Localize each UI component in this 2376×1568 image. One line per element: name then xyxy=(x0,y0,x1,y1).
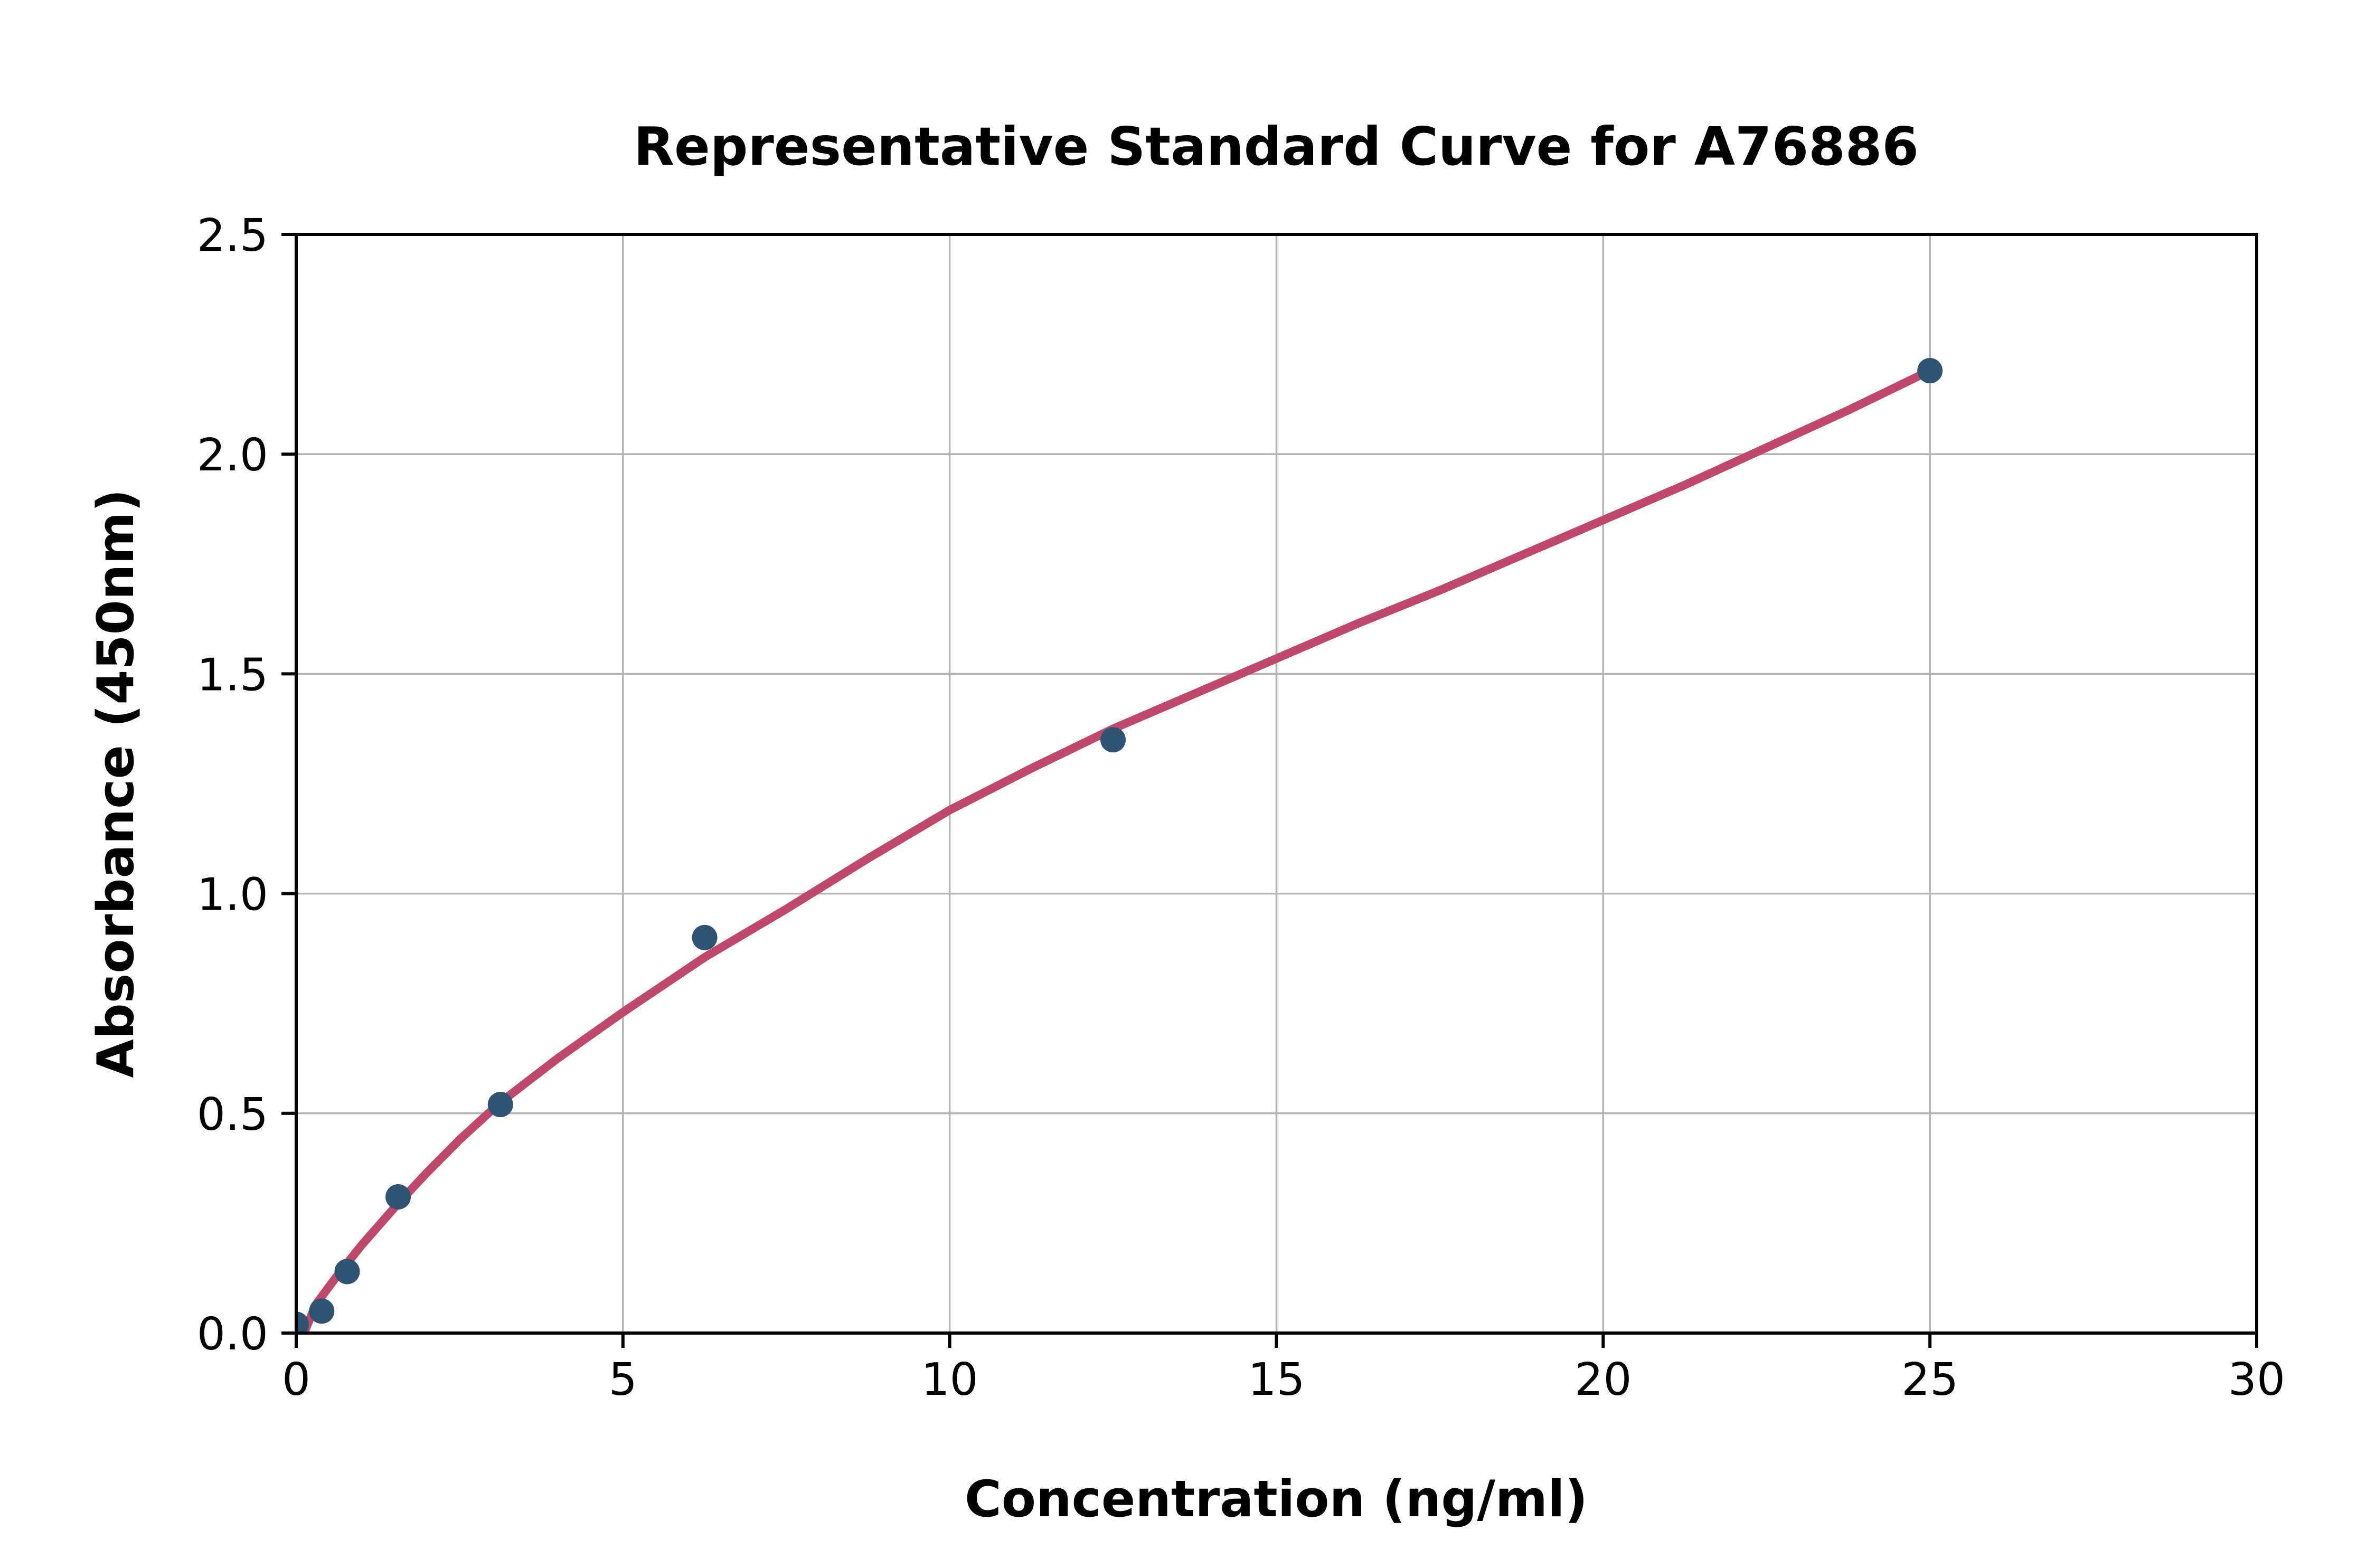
x-tick-label: 20 xyxy=(1574,1354,1632,1406)
data-point xyxy=(385,1184,411,1210)
x-tick-label: 15 xyxy=(1248,1354,1305,1406)
y-tick-label: 1.0 xyxy=(197,869,268,921)
data-point xyxy=(334,1259,360,1284)
data-point xyxy=(692,924,718,950)
y-tick-label: 0.0 xyxy=(197,1308,268,1361)
data-point xyxy=(1100,727,1126,753)
chart-title: Representative Standard Curve for A76886 xyxy=(634,116,1919,177)
data-point xyxy=(296,1311,309,1333)
x-tick-label: 5 xyxy=(609,1354,637,1406)
data-point xyxy=(309,1298,335,1324)
x-tick-labels: 0 5 10 15 20 25 30 xyxy=(282,1354,2285,1406)
y-axis-label: Absorbance (450nm) xyxy=(87,489,145,1078)
y-tick-label: 0.5 xyxy=(197,1089,268,1141)
fit-curve xyxy=(299,366,1935,1333)
data-points-layer xyxy=(296,358,1943,1333)
y-tick-label: 1.5 xyxy=(197,649,268,701)
data-point xyxy=(1917,358,1943,384)
y-tick-labels: 0.0 0.5 1.0 1.5 2.0 2.5 xyxy=(197,210,268,1361)
fit-curve-layer xyxy=(299,366,1935,1333)
y-tick-label: 2.5 xyxy=(197,210,268,262)
plot-box-spines xyxy=(295,233,2258,1335)
gridlines xyxy=(296,234,2257,1333)
axis-ticks xyxy=(281,233,2258,1348)
plot-border xyxy=(295,233,2258,1335)
data-point xyxy=(487,1092,513,1118)
x-tick-label: 25 xyxy=(1901,1354,1958,1406)
x-tick-label: 10 xyxy=(921,1354,978,1406)
x-tick-label: 30 xyxy=(2228,1354,2285,1406)
y-tick-label: 2.0 xyxy=(197,429,268,481)
x-tick-label: 0 xyxy=(282,1354,310,1406)
x-axis-label: Concentration (ng/ml) xyxy=(965,1470,1588,1528)
